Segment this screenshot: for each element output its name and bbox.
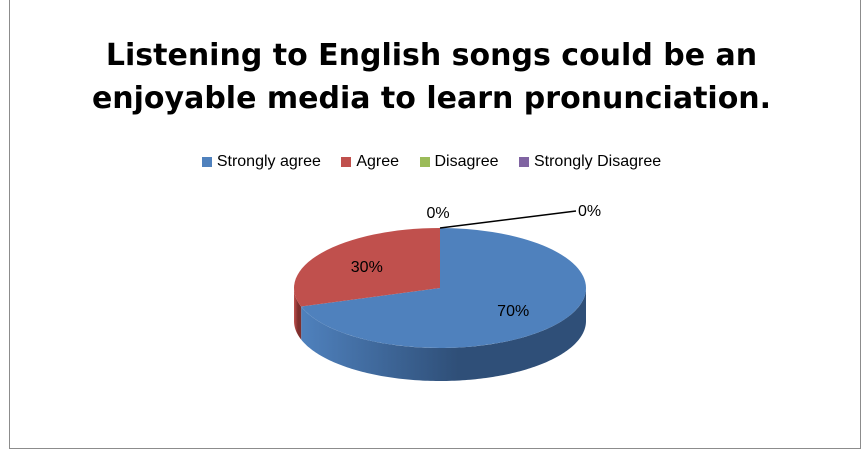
- chart-title: Listening to English songs could be an e…: [0, 34, 863, 120]
- legend-swatch-disagree: [419, 157, 430, 167]
- data-label-strongly-agree: 70%: [497, 303, 529, 320]
- chart-legend: Strongly agree Agree Disagree Strongly D…: [0, 153, 863, 175]
- legend-item-strongly-agree: Strongly agree: [201, 153, 321, 171]
- legend-label-agree: Agree: [356, 153, 400, 170]
- data-label-disagree: 0%: [426, 205, 449, 222]
- leader-line-strongly-disagree: [439, 210, 577, 229]
- chart-title-line-2: enjoyable media to learn pronunciation.: [91, 81, 772, 116]
- legend-item-agree: Agree: [341, 153, 399, 171]
- data-label-strongly-disagree: 0%: [578, 203, 601, 220]
- legend-label-strongly-agree: Strongly agree: [216, 153, 321, 170]
- legend-swatch-strongly-agree: [201, 157, 212, 167]
- legend-label-strongly-disagree: Strongly Disagree: [533, 153, 662, 170]
- legend-swatch-strongly-disagree: [518, 157, 529, 167]
- pie-side-agree: [294, 288, 302, 340]
- legend-label-disagree: Disagree: [434, 153, 499, 170]
- data-label-agree: 30%: [351, 259, 383, 276]
- legend-swatch-agree: [341, 157, 352, 167]
- pie-side-strongly-agree: [301, 288, 586, 381]
- legend-item-disagree: Disagree: [419, 153, 499, 171]
- pie-slice-strongly-agree: [301, 228, 587, 349]
- pie-slice-agree: [294, 228, 440, 307]
- chart-title-line-1: Listening to English songs could be an: [105, 38, 758, 73]
- legend-item-strongly-disagree: Strongly Disagree: [518, 153, 662, 171]
